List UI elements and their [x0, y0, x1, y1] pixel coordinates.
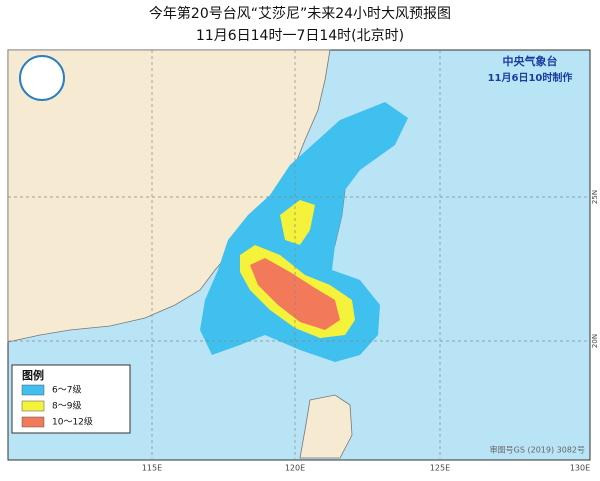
title: 今年第20号台风“艾莎尼”未来24小时大风预报图 — [149, 5, 451, 22]
legend-swatch — [21, 400, 45, 412]
issue-time: 11月6日10时制作 — [488, 71, 573, 84]
lon-label: 115E — [142, 464, 162, 473]
lon-label: 125E — [430, 464, 450, 473]
legend-swatch — [21, 384, 45, 396]
approval: 审图号GS (2019) 3082号 — [490, 445, 585, 455]
legend-label: 10～12级 — [52, 416, 93, 428]
zone-8-9 — [280, 200, 315, 245]
legend-label: 6～7级 — [52, 384, 81, 396]
legend-swatch — [21, 416, 45, 428]
zone-10-12 — [250, 258, 340, 330]
lat-label: 25N — [591, 190, 599, 204]
logo — [19, 55, 65, 101]
luzon — [299, 394, 353, 459]
legend: 图例 6～7级 8～9级 10～12级 — [11, 364, 131, 434]
lon-label: 130E — [570, 464, 590, 473]
graticule — [8, 50, 590, 460]
legend-title: 图例 — [22, 368, 44, 382]
legend-label: 8～9级 — [52, 400, 81, 412]
subtitle: 11月6日14时一7日14时(北京时) — [196, 28, 404, 44]
agency: 中央气象台 — [503, 54, 558, 68]
lat-label: 20N — [591, 334, 599, 348]
lon-label: 120E — [285, 464, 305, 473]
